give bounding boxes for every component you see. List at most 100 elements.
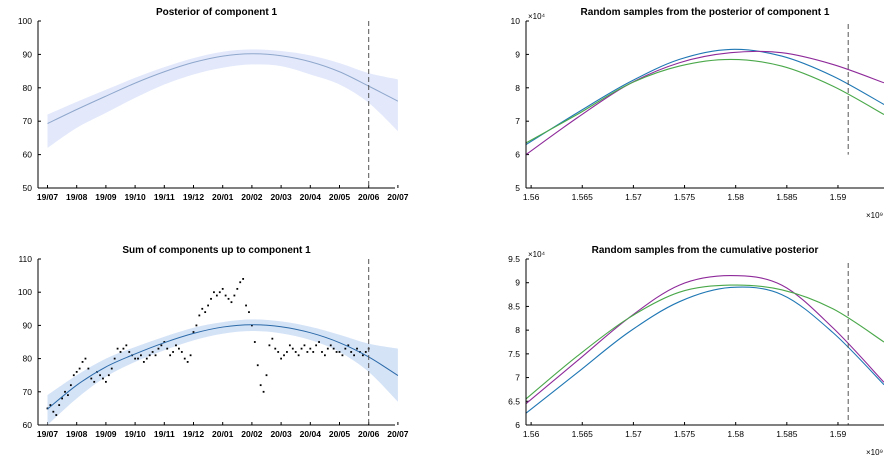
chart-p1: Posterior of component 1 50 60 70 80 90 100 19/… bbox=[18, 7, 409, 202]
data-point bbox=[169, 354, 172, 357]
mean-line bbox=[47, 53, 399, 124]
data-point bbox=[221, 287, 224, 290]
data-point bbox=[160, 344, 163, 347]
x-tick-label: 19/11 bbox=[154, 429, 175, 439]
data-point bbox=[300, 347, 303, 350]
x-tick-label: 19/10 bbox=[124, 429, 146, 439]
y-tick-label: 6 bbox=[515, 150, 520, 160]
y-tick-label: 50 bbox=[23, 183, 33, 193]
y-tick-label: 6.5 bbox=[508, 396, 520, 406]
data-point bbox=[326, 347, 329, 350]
x-tick-label: 1.58 bbox=[727, 192, 744, 202]
sample-line-1 bbox=[525, 286, 884, 414]
y-tick-label: 70 bbox=[23, 116, 33, 126]
x-tick-label: 19/11 bbox=[154, 192, 175, 202]
data-point bbox=[81, 361, 84, 363]
data-point bbox=[67, 394, 69, 397]
x-tick-label: 20/07 bbox=[387, 429, 409, 439]
data-point bbox=[215, 294, 218, 297]
data-point bbox=[213, 291, 215, 294]
sample-line-3 bbox=[525, 58, 884, 144]
data-point bbox=[239, 281, 242, 284]
y-tick-label: 8.5 bbox=[508, 301, 520, 311]
y-tick-label: 100 bbox=[18, 16, 32, 26]
data-point bbox=[291, 347, 294, 350]
x-tick-label: 1.59 bbox=[830, 429, 847, 439]
x-tick-label: 20/06 bbox=[358, 429, 380, 439]
data-point bbox=[329, 344, 332, 347]
x-tick-label: 19/10 bbox=[124, 192, 146, 202]
data-point bbox=[224, 294, 227, 297]
x-tick-label: 1.57 bbox=[625, 192, 642, 202]
data-point bbox=[46, 407, 49, 410]
chart-title: Sum of components up to component 1 bbox=[122, 245, 311, 256]
x-tick-label: 19/08 bbox=[66, 429, 88, 439]
x-multiplier-label: ×10⁹ bbox=[866, 211, 883, 220]
y-tick-label: 7.5 bbox=[508, 349, 520, 359]
data-point bbox=[288, 344, 291, 347]
data-point bbox=[256, 364, 259, 367]
data-point bbox=[119, 351, 122, 353]
y-tick-label: 6 bbox=[515, 420, 520, 430]
data-point bbox=[204, 311, 207, 314]
y-multiplier-label: ×10⁴ bbox=[528, 12, 546, 21]
data-point bbox=[303, 344, 306, 347]
data-point bbox=[274, 347, 277, 350]
data-point bbox=[356, 347, 358, 350]
y-tick-label: 70 bbox=[23, 387, 33, 397]
data-point bbox=[344, 347, 347, 350]
x-tick-label: 20/01 bbox=[212, 192, 234, 202]
x-tick-label: 19/12 bbox=[183, 192, 205, 202]
data-point bbox=[163, 341, 166, 343]
x-tick-label: 1.58 bbox=[727, 429, 744, 439]
sample-line-3 bbox=[525, 284, 884, 400]
data-point bbox=[262, 390, 265, 393]
x-tick-label: 1.56 bbox=[523, 429, 540, 439]
data-point bbox=[253, 341, 256, 343]
data-point bbox=[347, 344, 350, 347]
data-point bbox=[84, 357, 87, 360]
x-tick-label: 20/05 bbox=[329, 429, 351, 439]
y-tick-label: 90 bbox=[23, 49, 33, 59]
data-point bbox=[315, 344, 318, 347]
chart-title: Random samples from the posterior of com… bbox=[581, 7, 830, 18]
data-point bbox=[227, 297, 230, 300]
data-point bbox=[116, 347, 119, 350]
x-tick-label: 1.585 bbox=[776, 192, 798, 202]
chart-title: Posterior of component 1 bbox=[156, 7, 278, 18]
data-point bbox=[230, 301, 233, 304]
y-tick-label: 5 bbox=[515, 183, 520, 193]
data-point bbox=[294, 351, 297, 353]
data-point bbox=[157, 347, 160, 350]
data-point bbox=[137, 357, 139, 360]
data-point bbox=[332, 347, 335, 350]
data-point bbox=[335, 351, 338, 353]
data-point bbox=[297, 354, 300, 357]
x-tick-label: 19/07 bbox=[37, 429, 59, 439]
data-point bbox=[338, 351, 341, 353]
data-point bbox=[64, 390, 66, 393]
data-point bbox=[52, 410, 55, 413]
data-point bbox=[72, 374, 75, 377]
x-tick-label: 1.575 bbox=[674, 429, 696, 439]
data-point bbox=[245, 304, 247, 307]
x-tick-label: 19/09 bbox=[95, 429, 117, 439]
data-point bbox=[207, 304, 209, 307]
x-tick-label: 1.565 bbox=[572, 192, 594, 202]
y-tick-label: 7 bbox=[515, 116, 520, 126]
y-tick-label: 10 bbox=[511, 16, 521, 26]
chart-title: Random samples from the cumulative poste… bbox=[592, 245, 819, 256]
data-point bbox=[145, 357, 148, 360]
data-point bbox=[172, 351, 174, 353]
x-tick-label: 1.59 bbox=[830, 192, 847, 202]
data-point bbox=[361, 354, 364, 357]
data-point bbox=[148, 354, 151, 357]
y-tick-label: 100 bbox=[18, 287, 32, 297]
x-tick-label: 19/08 bbox=[66, 192, 88, 202]
data-point bbox=[154, 354, 157, 357]
x-tick-label: 20/03 bbox=[270, 192, 292, 202]
data-point bbox=[198, 314, 201, 317]
data-point bbox=[192, 331, 195, 333]
x-multiplier-label: ×10⁹ bbox=[866, 448, 883, 457]
